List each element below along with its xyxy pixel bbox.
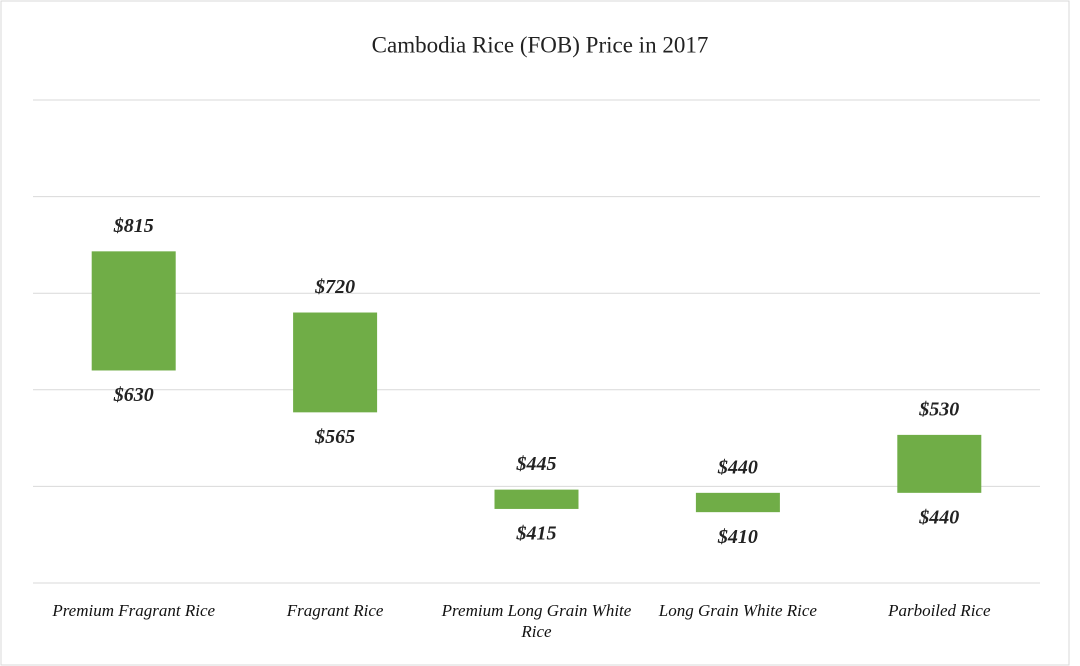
data-label: $565 xyxy=(314,426,355,448)
data-label: $410 xyxy=(717,526,758,548)
data-label: $630 xyxy=(113,384,154,406)
x-tick-label: Fragrant Rice xyxy=(286,601,384,620)
data-label: $815 xyxy=(113,215,154,237)
chart-title: Cambodia Rice (FOB) Price in 2017 xyxy=(372,32,709,57)
data-label: $720 xyxy=(314,276,355,298)
x-tick-label: Premium Fragrant Rice xyxy=(52,601,216,620)
data-label: $445 xyxy=(516,453,557,475)
data-label: $440 xyxy=(918,506,959,528)
range-bar xyxy=(494,489,579,509)
range-bar xyxy=(293,312,378,413)
range-bar xyxy=(91,251,176,371)
range-bar xyxy=(695,492,780,513)
data-label: $530 xyxy=(918,398,959,420)
data-label: $415 xyxy=(516,523,557,545)
data-label: $440 xyxy=(717,456,758,478)
range-bar xyxy=(897,434,982,493)
x-tick-label: Parboiled Rice xyxy=(888,601,991,620)
x-tick-label: Long Grain White Rice xyxy=(658,601,817,620)
x-tick-label: Premium Long Grain White Rice xyxy=(441,601,632,641)
